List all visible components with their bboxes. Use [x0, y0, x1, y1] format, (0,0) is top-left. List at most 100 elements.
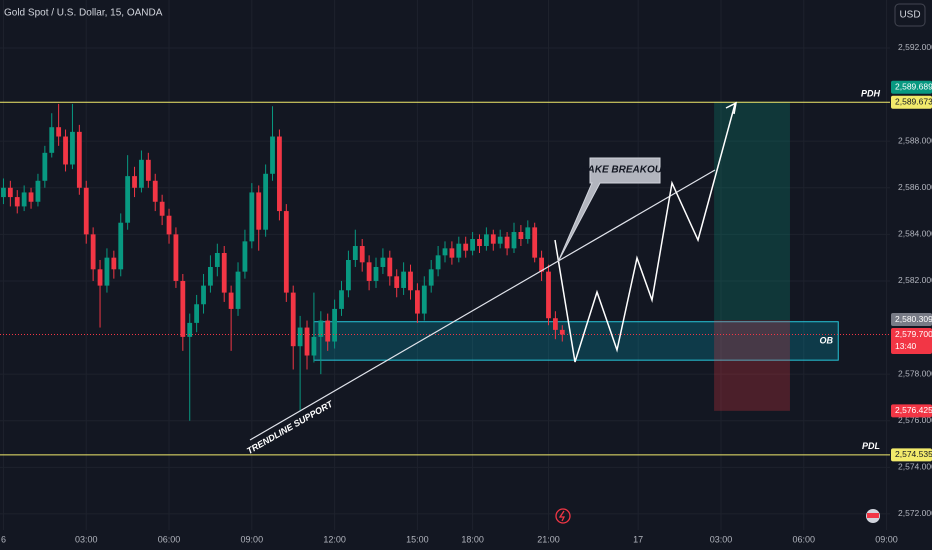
- callout-box: [557, 157, 661, 263]
- candle-body: [187, 322, 193, 337]
- candle-body: [173, 234, 179, 281]
- x-tick-label: 06:00: [158, 534, 181, 544]
- x-tick-label: 06:00: [792, 534, 815, 544]
- currency-label[interactable]: USD: [899, 10, 920, 21]
- candle-body: [318, 320, 324, 337]
- candle-body: [76, 131, 82, 188]
- candle-body: [470, 239, 475, 251]
- candle-body: [21, 192, 27, 207]
- candle-body: [442, 248, 448, 256]
- candle-body: [249, 192, 255, 242]
- candle-body: [214, 253, 220, 267]
- candle-body: [270, 136, 275, 174]
- candle-body: [539, 257, 544, 272]
- candle-body: [477, 239, 482, 247]
- ob-zone: [313, 321, 839, 361]
- candle-body: [532, 227, 538, 258]
- candles: [0, 103, 890, 421]
- candle-body: [325, 320, 331, 342]
- price-tag: [891, 448, 932, 462]
- currency-button[interactable]: [894, 3, 926, 27]
- candle-body: [373, 266, 379, 281]
- price-tag: [891, 95, 932, 109]
- candle-body: [90, 234, 96, 270]
- candle-body: [463, 243, 469, 251]
- candle-body: [346, 259, 351, 291]
- candle-body: [290, 292, 296, 347]
- y-tick-label: 2,586.000: [898, 182, 932, 192]
- candle-body: [366, 262, 372, 281]
- y-tick-label: 2,578.000: [898, 368, 932, 378]
- candle-body: [166, 215, 172, 235]
- candle-body: [14, 197, 20, 207]
- price-tag-label: 2,589.673: [895, 96, 932, 106]
- y-tick-label: 2,572.000: [898, 508, 932, 518]
- candle-body: [180, 280, 186, 337]
- candle-body: [283, 211, 289, 293]
- candle-body: [546, 271, 551, 319]
- projection-path: [554, 103, 736, 363]
- candle-body: [525, 227, 531, 240]
- candle-body: [511, 232, 517, 249]
- candle-body: [201, 285, 206, 305]
- price-tag-label: 2,579.700: [895, 329, 932, 339]
- y-tick-label: 2,574.000: [898, 462, 932, 472]
- x-tick-label: 6: [1, 534, 6, 544]
- candle-body: [401, 271, 407, 288]
- candle-body: [380, 257, 386, 267]
- event-icon[interactable]: [555, 508, 571, 524]
- candle-body: [263, 173, 269, 230]
- candle-body: [277, 136, 282, 212]
- price-axis: 2,592.000 2,588.000 2,586.000 2,584.000 2,58…: [890, 0, 932, 550]
- candle-body: [49, 127, 55, 153]
- y-tick-label: 2,584.000: [898, 229, 932, 239]
- zones: OB PDH PDL: [0, 89, 890, 456]
- x-tick-label: 03:00: [75, 534, 98, 544]
- candle-body: [297, 327, 303, 347]
- countdown: 13:40: [895, 341, 917, 351]
- callout-text: FAKE BREAKOUT: [582, 165, 669, 176]
- candle-body: [159, 201, 165, 216]
- candle-body: [456, 243, 462, 258]
- candle-body: [28, 192, 34, 202]
- price-tag-label: 2,574.535: [895, 449, 932, 459]
- candle-body: [483, 234, 489, 247]
- candle-body: [352, 246, 358, 260]
- x-tick-label: 03:00: [710, 534, 733, 544]
- candle-body: [83, 187, 89, 235]
- candle-body: [104, 257, 110, 286]
- position-loss: [714, 320, 790, 411]
- candle-body: [152, 180, 158, 202]
- price-tag: [891, 404, 932, 418]
- candle-body: [118, 222, 124, 270]
- price-tag: [891, 80, 932, 94]
- candle-body: [311, 336, 317, 356]
- projection-arrow: [725, 101, 738, 115]
- x-tick-label: 17: [633, 534, 643, 544]
- candle-body: [132, 176, 137, 188]
- candle-body: [421, 285, 427, 314]
- x-tick-label: 09:00: [241, 534, 264, 544]
- candle-body: [42, 152, 48, 181]
- candle-body: [304, 327, 310, 356]
- candle-body: [435, 255, 441, 270]
- candle-body: [449, 248, 455, 258]
- price-tag-label: 2,580.309: [895, 314, 932, 324]
- event-icon-bolt: [558, 510, 566, 522]
- candle-body: [70, 131, 75, 165]
- candle-body: [1, 187, 6, 198]
- y-tick-label: 2,588.000: [898, 135, 932, 145]
- candle-body: [35, 180, 41, 202]
- candle-body: [97, 269, 103, 286]
- price-tag: [891, 313, 932, 327]
- level-label: PDL: [862, 441, 880, 451]
- candle-body: [56, 127, 62, 137]
- ob-label: OB: [820, 335, 834, 345]
- price-tag-label: 2,589.689: [895, 81, 932, 91]
- candle-body: [518, 232, 524, 240]
- candle-body: [111, 257, 117, 270]
- candle-body: [63, 136, 68, 165]
- candle-body: [256, 192, 262, 230]
